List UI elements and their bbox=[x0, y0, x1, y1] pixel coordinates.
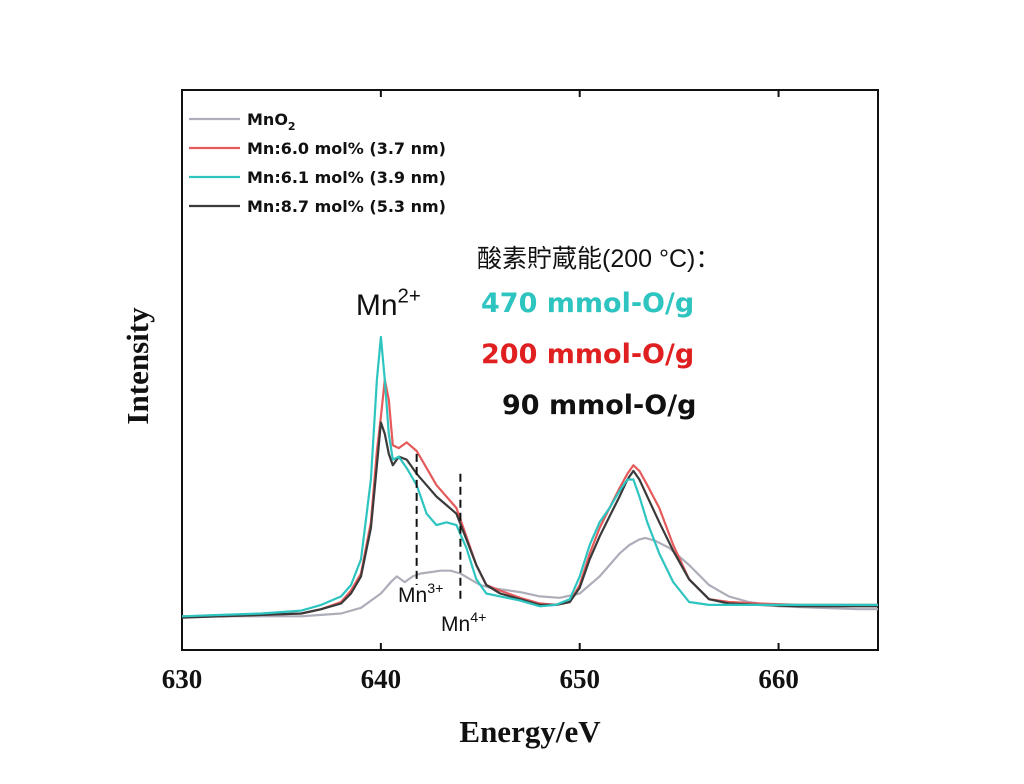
legend-label-4: Mn:8.7 mol% (5.3 nm) bbox=[247, 197, 446, 216]
series-line-4 bbox=[181, 421, 878, 619]
storage-value: 90 mmol-O/g bbox=[502, 390, 696, 421]
storage-value: 200 mmol-O/g bbox=[481, 339, 694, 370]
x-tick-label: 640 bbox=[361, 664, 402, 694]
x-axis-label: Energy/eV bbox=[459, 714, 601, 749]
annotation-mn3: Mn3+ bbox=[398, 581, 443, 607]
legend: MnO2 Mn:6.0 mol% (3.7 nm) Mn:6.1 mol% (3.9… bbox=[189, 110, 446, 216]
x-tick-label: 650 bbox=[559, 664, 600, 694]
legend-label-3: Mn:6.1 mol% (3.9 nm) bbox=[247, 168, 446, 187]
y-axis-label: Intensity bbox=[120, 307, 155, 425]
annotation-layer: Mn2+ Mn3+ Mn4+ 酸素貯蔵能(200 °C)： 470 mmol-O/g 20… bbox=[356, 245, 721, 636]
x-tick-label: 660 bbox=[758, 664, 799, 694]
axes-layer: 630 640 650 660 Energy/eV Intensity bbox=[120, 89, 879, 749]
series-layer bbox=[181, 335, 878, 619]
storage-value: 470 mmol-O/g bbox=[481, 288, 694, 319]
x-tick-label: 630 bbox=[162, 664, 203, 694]
annotation-mn4: Mn4+ bbox=[441, 610, 486, 636]
series-line-3 bbox=[181, 335, 878, 618]
plot-frame bbox=[181, 89, 879, 651]
legend-label-1: MnO2 bbox=[247, 110, 296, 133]
annotation-mn2: Mn2+ bbox=[356, 285, 421, 322]
storage-header: 酸素貯蔵能(200 °C)： bbox=[477, 245, 720, 273]
legend-label-2: Mn:6.0 mol% (3.7 nm) bbox=[247, 139, 446, 158]
